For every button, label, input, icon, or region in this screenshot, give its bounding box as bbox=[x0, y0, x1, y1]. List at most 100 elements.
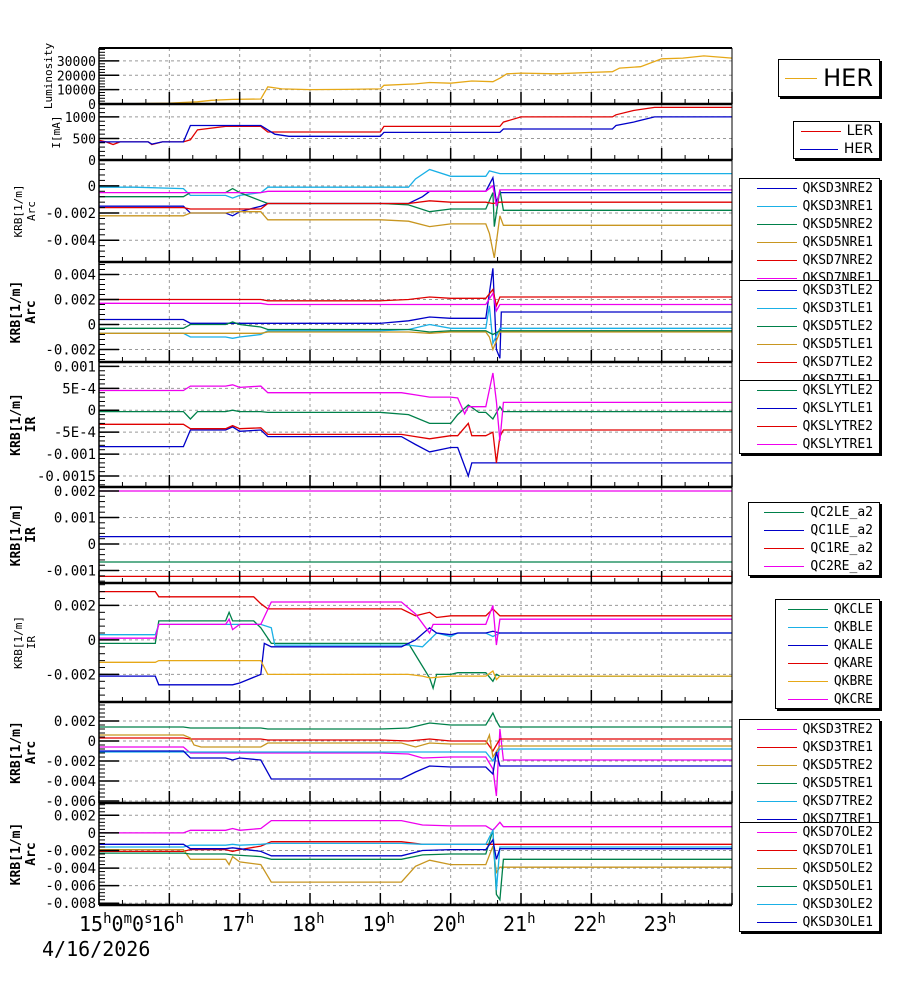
legend-label: QKSD5TRE1 bbox=[802, 775, 873, 791]
series-arc-tle-qksd7tle1 bbox=[99, 291, 732, 313]
y-tick-label: -0.006 bbox=[45, 879, 96, 895]
legend-label: QKSD5OLE1 bbox=[802, 878, 873, 894]
legend-swatch bbox=[756, 205, 797, 207]
legend-luminosity: HER bbox=[778, 59, 880, 97]
y-tick-label: -0.001 bbox=[45, 447, 96, 463]
legend-entry: QKSD5OLE1 bbox=[740, 877, 879, 895]
legend-label: QKCLE bbox=[833, 601, 873, 617]
legend-entry: QKSD5TLE2 bbox=[740, 317, 879, 335]
legend-swatch bbox=[756, 407, 797, 409]
legend-label: QC1RE_a2 bbox=[810, 540, 873, 556]
series-arc-nre-qksd3nre1 bbox=[99, 168, 732, 199]
legend-label: QKSD5NRE2 bbox=[802, 216, 873, 232]
legend-entry: HER bbox=[794, 140, 879, 158]
legend-swatch bbox=[756, 746, 797, 748]
series-arc-nre-qksd5nre1 bbox=[99, 211, 732, 259]
series-arc-ole-qksd7ole2 bbox=[99, 819, 732, 834]
legend-swatch bbox=[764, 547, 805, 549]
legend-entry: QKSD3NRE1 bbox=[740, 197, 879, 215]
y-tick-label: 0 bbox=[88, 537, 96, 553]
legend-entry: QKSLYTRE2 bbox=[740, 417, 879, 435]
y-tick-label: 0 bbox=[88, 154, 96, 169]
legend-ir-sly: QKSLYTLE2 QKSLYTLE1 QKSLYTRE2 QKSLYTRE1 bbox=[739, 380, 880, 454]
legend-label: QKSD3OLE1 bbox=[802, 914, 873, 930]
y-axis-label: KRB[1/m] bbox=[12, 185, 25, 238]
legend-entry: QKSD3TLE2 bbox=[740, 281, 879, 299]
legend-entry: QKSD7OLE2 bbox=[740, 823, 879, 841]
legend-entry: QKSLYTRE1 bbox=[740, 435, 879, 453]
legend-label: QKSD3TLE2 bbox=[802, 282, 873, 298]
y-tick-label: 0.002 bbox=[54, 808, 96, 824]
legend-label: QKCRE bbox=[833, 691, 873, 707]
y-tick-label: 0 bbox=[88, 318, 96, 334]
y-tick-label: -0.004 bbox=[45, 233, 96, 249]
x-tick-label: 19h bbox=[362, 911, 395, 936]
y-tick-label: 0.002 bbox=[54, 293, 96, 309]
date-label: 4/16/2026 bbox=[42, 937, 151, 961]
legend-ir-qc: QC2LE_a2 QC1LE_a2 QC1RE_a2 QC2RE_a2 bbox=[748, 502, 880, 576]
legend-swatch bbox=[785, 77, 818, 79]
legend-label: QKSD3NRE2 bbox=[802, 180, 873, 196]
legend-swatch bbox=[756, 289, 797, 291]
legend-swatch bbox=[756, 800, 797, 802]
legend-arc-tle: QKSD3TLE2 QKSD3TLE1 QKSD5TLE2 QKSD5TLE1 QKSD… bbox=[739, 280, 880, 390]
y-tick-label: 0 bbox=[88, 403, 96, 419]
series-luminosity-her bbox=[99, 55, 732, 104]
series-ir-sly-qkslytle1 bbox=[99, 426, 732, 479]
series-ir-qk-qkcle bbox=[99, 610, 732, 691]
legend-label: QKSD7TRE2 bbox=[802, 793, 873, 809]
series-ir-sly-qkslytre1 bbox=[99, 372, 732, 441]
legend-entry: QKSD3OLE2 bbox=[740, 895, 879, 913]
y-tick-label: 0 bbox=[88, 734, 96, 750]
x-tick-label: 20h bbox=[433, 911, 466, 936]
x-tick-label: 21h bbox=[503, 911, 536, 936]
y-axis-label: Arc bbox=[24, 842, 39, 865]
legend-swatch bbox=[764, 511, 805, 513]
y-axis-label: KRB[1/m] bbox=[12, 616, 25, 669]
x-tick-label: 22h bbox=[573, 911, 606, 936]
legend-label: HER bbox=[823, 64, 873, 92]
y-tick-label: -0.002 bbox=[45, 343, 96, 359]
legend-label: QKSD3TRE2 bbox=[802, 721, 873, 737]
legend-entry: QC1LE_a2 bbox=[749, 521, 879, 539]
series-arc-tle-qksd7tle2 bbox=[99, 288, 732, 309]
y-tick-label: 0.004 bbox=[54, 268, 96, 284]
legend-swatch bbox=[756, 764, 797, 766]
legend-swatch bbox=[800, 130, 841, 132]
legend-swatch bbox=[756, 818, 797, 820]
y-tick-label: 500 bbox=[73, 132, 96, 147]
legend-label: QKSD3TLE1 bbox=[802, 300, 873, 316]
legend-swatch bbox=[764, 529, 805, 531]
y-tick-label: 10000 bbox=[57, 84, 96, 99]
y-axis-label: IR bbox=[25, 636, 38, 650]
y-tick-label: -0.001 bbox=[45, 564, 96, 580]
legend-entry: HER bbox=[779, 60, 879, 96]
y-axis-label: KRB[1/m] bbox=[9, 823, 24, 886]
legend-label: QKSLYTLE1 bbox=[802, 400, 873, 416]
legend-entry: QKSD3OLE1 bbox=[740, 913, 879, 931]
y-tick-label: 0.002 bbox=[54, 598, 96, 614]
legend-entry: QKALE bbox=[776, 636, 879, 654]
legend-swatch bbox=[800, 148, 838, 150]
y-tick-label: -0.002 bbox=[45, 754, 96, 770]
legend-label: HER bbox=[843, 141, 873, 157]
legend-label: QKSLYTRE1 bbox=[802, 436, 873, 452]
legend-label: QKSD5TLE1 bbox=[802, 336, 873, 352]
series-ir-sly-qkslytle2 bbox=[99, 404, 732, 425]
legend-swatch bbox=[756, 223, 797, 225]
series-arc-tre-qksd5tre1 bbox=[99, 711, 732, 730]
legend-label: QKSD5NRE1 bbox=[802, 234, 873, 250]
legend-label: QKSLYTRE2 bbox=[802, 418, 873, 434]
y-tick-label: -0.008 bbox=[45, 896, 96, 912]
legend-swatch bbox=[756, 325, 797, 327]
y-tick-label: -0.004 bbox=[45, 861, 96, 877]
legend-label: QKSD7OLE1 bbox=[802, 842, 873, 858]
legend-entry: QKARE bbox=[776, 654, 879, 672]
legend-swatch bbox=[787, 608, 828, 610]
legend-swatch bbox=[756, 277, 797, 279]
legend-swatch bbox=[787, 644, 828, 646]
legend-label: QC2LE_a2 bbox=[810, 504, 873, 520]
y-axis-label: KRB[1/m] bbox=[9, 281, 24, 344]
legend-swatch bbox=[787, 626, 828, 628]
x-tick-label: 18h bbox=[292, 911, 325, 936]
